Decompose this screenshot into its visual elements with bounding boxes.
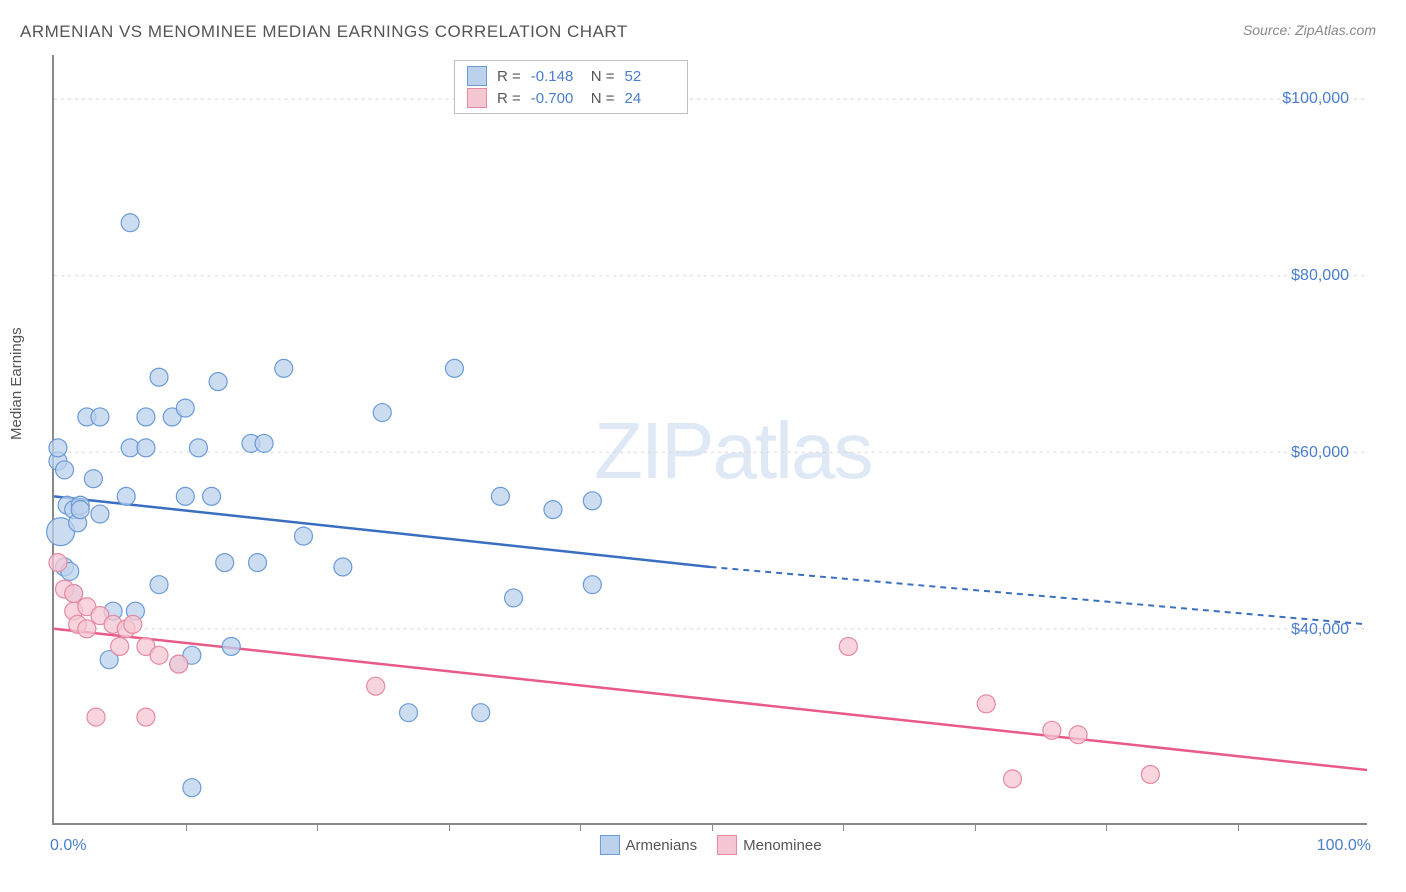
- legend-swatch-series-0: [599, 835, 619, 855]
- x-tick: [975, 823, 976, 831]
- x-axis-min-label: 0.0%: [50, 837, 86, 855]
- x-tick: [712, 823, 713, 831]
- stats-box: R = -0.148 N = 52 R = -0.700 N = 24: [454, 60, 688, 114]
- source-attribution: Source: ZipAtlas.com: [1243, 22, 1376, 38]
- stats-row-series-1: R = -0.700 N = 24: [467, 87, 675, 109]
- plot-area: ZIPatlas R = -0.148 N = 52 R = -0.700 N …: [52, 55, 1367, 825]
- y-tick-label: $100,000: [1282, 90, 1349, 108]
- y-tick-label: $80,000: [1291, 267, 1349, 285]
- x-tick: [1238, 823, 1239, 831]
- x-tick: [843, 823, 844, 831]
- r-value-series-1: -0.700: [531, 90, 581, 107]
- x-axis-max-label: 100.0%: [1317, 837, 1371, 855]
- x-tick: [449, 823, 450, 831]
- stats-row-series-0: R = -0.148 N = 52: [467, 65, 675, 87]
- n-value-series-0: 52: [625, 68, 675, 85]
- swatch-series-1: [467, 88, 487, 108]
- y-tick-label: $60,000: [1291, 444, 1349, 462]
- legend-swatch-series-1: [717, 835, 737, 855]
- legend-item-series-1: Menominee: [717, 835, 821, 855]
- chart-container: ARMENIAN VS MENOMINEE MEDIAN EARNINGS CO…: [0, 0, 1406, 892]
- y-tick-label: $40,000: [1291, 621, 1349, 639]
- x-tick: [186, 823, 187, 831]
- x-tick: [580, 823, 581, 831]
- legend-item-series-0: Armenians: [599, 835, 697, 855]
- r-value-series-0: -0.148: [531, 68, 581, 85]
- x-tick: [317, 823, 318, 831]
- plot-svg: [54, 55, 1367, 823]
- y-axis-label: Median Earnings: [8, 327, 25, 440]
- swatch-series-0: [467, 66, 487, 86]
- bottom-legend: Armenians Menominee: [599, 835, 821, 855]
- n-value-series-1: 24: [625, 90, 675, 107]
- chart-title: ARMENIAN VS MENOMINEE MEDIAN EARNINGS CO…: [20, 22, 628, 42]
- x-tick: [1106, 823, 1107, 831]
